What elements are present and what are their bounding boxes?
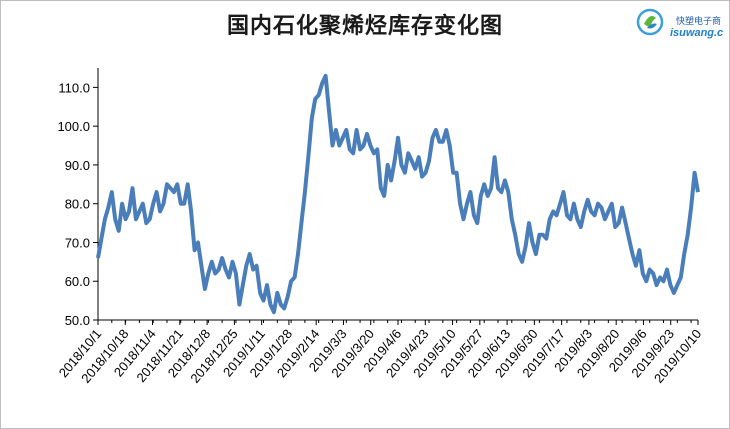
x-axis-ticks: 2018/10/12018/10/182018/11/42018/11/2120… (56, 320, 704, 386)
chart-title: 国内石化聚烯烃库存变化图 (226, 13, 503, 39)
y-tick-label: 90.0 (65, 158, 90, 173)
y-tick-label: 100.0 (57, 119, 90, 134)
logo-text-cn: 快塑电子商 (676, 17, 722, 27)
y-tick-label: 70.0 (65, 235, 90, 250)
y-tick-label: 80.0 (65, 197, 90, 212)
brand-logo: 快塑电子商 isuwang.c (636, 8, 730, 42)
y-tick-label: 60.0 (65, 274, 90, 289)
y-tick-label: 50.0 (65, 313, 90, 328)
y-axis-ticks: 50.0 60.0 70.0 80.0 90.0 100.0 110.0 (57, 80, 98, 328)
series-group (96, 73, 700, 315)
y-tick-label: 110.0 (58, 80, 90, 95)
logo-emblem-icon (636, 8, 664, 36)
series-line (96, 73, 700, 315)
logo-text-en: isuwang.c (670, 27, 724, 39)
